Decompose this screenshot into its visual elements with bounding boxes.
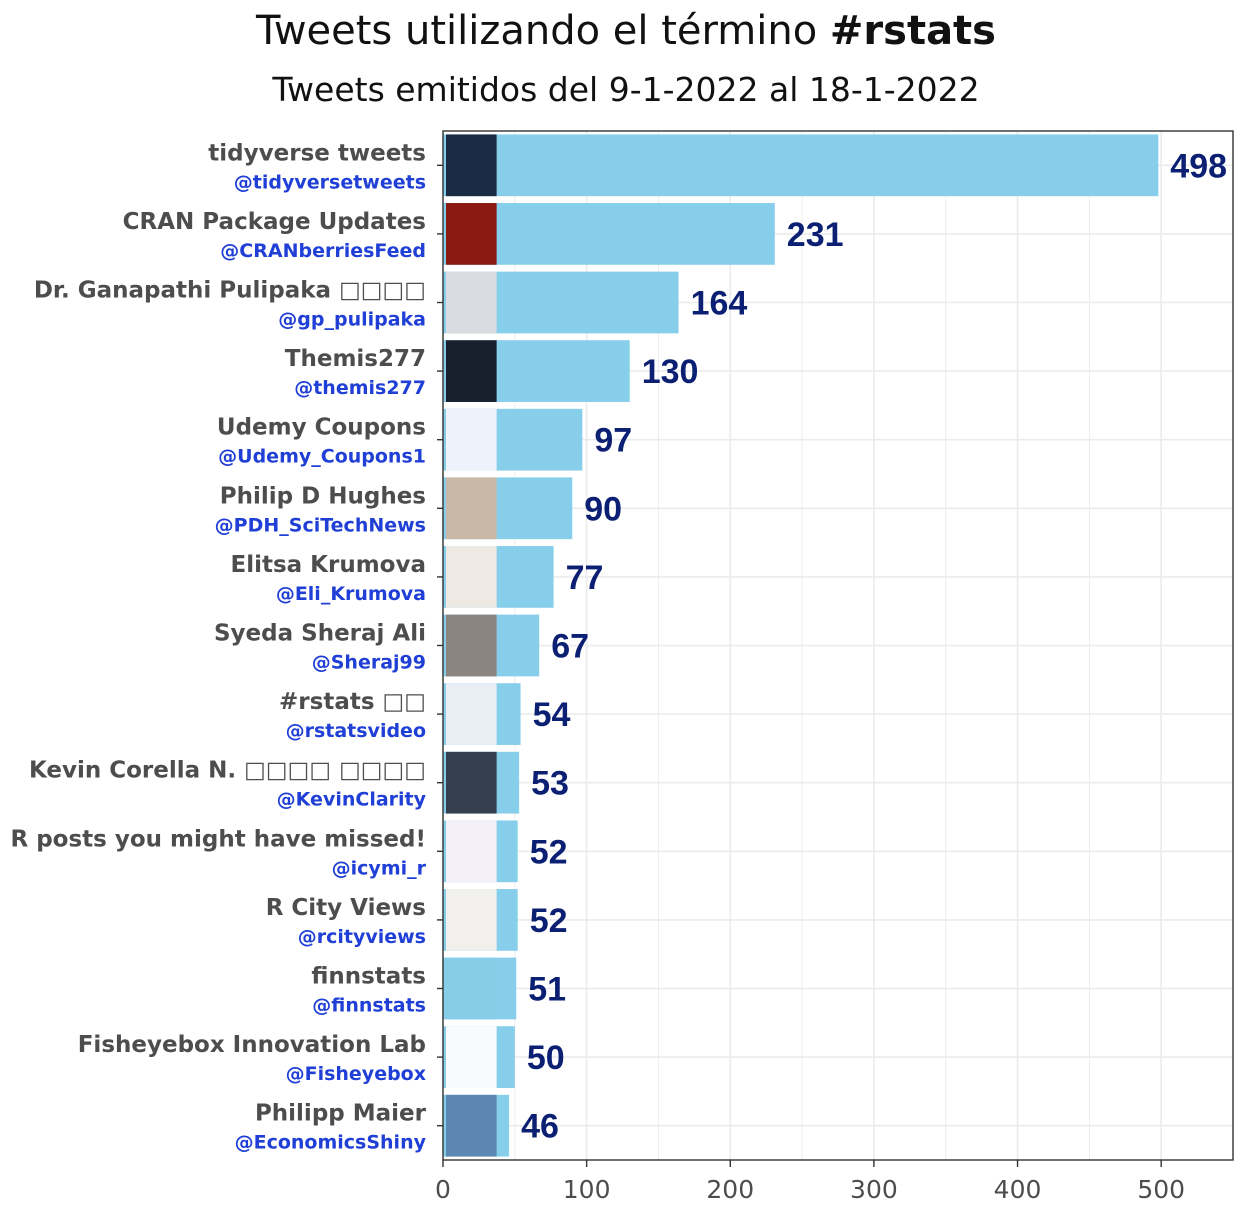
bar-value-label: 50	[527, 1039, 565, 1077]
account-handle-label: @EconomicsShiny	[235, 1132, 427, 1154]
account-handle-label: @Eli_Krumova	[276, 583, 426, 605]
bar-value-label: 231	[787, 216, 844, 254]
account-handle-label: @KevinClarity	[277, 789, 427, 811]
x-axis-tick-label: 200	[706, 1175, 754, 1204]
account-handle-label: @Udemy_Coupons1	[218, 446, 426, 468]
bar-value-label: 498	[1170, 147, 1227, 185]
x-axis-tick-label: 500	[1137, 1175, 1185, 1204]
free-courses-online-logo-icon	[446, 408, 497, 471]
finnstats-logo-icon	[446, 957, 497, 1020]
bar	[443, 203, 775, 265]
account-handle-label: @CRANberriesFeed	[220, 240, 426, 262]
account-handle-label: @Fisheyebox	[286, 1063, 426, 1085]
account-handle-label: @tidyversetweets	[234, 171, 426, 193]
account-name-label: R posts you might have missed!	[10, 826, 426, 852]
tidyverse-hex-logo-icon	[446, 134, 497, 197]
bar-value-label: 51	[528, 971, 566, 1009]
bar-value-label: 77	[566, 559, 604, 597]
y-axis-labels: tidyverse tweets @tidyversetweets CRAN Pac…	[10, 140, 443, 1154]
account-name-label: Kevin Corella N. □□□□ □□□□	[29, 758, 426, 784]
account-name-label: Fisheyebox Innovation Lab	[78, 1032, 426, 1058]
chart-title: Tweets utilizando el término #rstats	[256, 8, 996, 54]
fisheyebox-logo-icon	[446, 1026, 497, 1088]
account-name-label: Dr. Ganapathi Pulipaka □□□□	[34, 278, 426, 304]
chart-subtitle: Tweets emitidos del 9-1-2022 al 18-1-202…	[272, 70, 980, 109]
man-portrait-photo-icon	[446, 477, 497, 540]
city-map-thumbnail-icon	[446, 889, 497, 951]
account-handle-label: @icymi_r	[332, 857, 427, 879]
bar-value-label: 53	[531, 765, 569, 803]
account-handle-label: @finnstats	[312, 995, 426, 1017]
account-name-label: #rstats □□	[279, 689, 426, 715]
value-labels: 498 231 164 130 97 90 77 67 54 53 52 52 51 50 46	[521, 147, 1227, 1145]
account-handle-label: @themis277	[294, 377, 426, 399]
ms-monogram-logo-icon	[446, 340, 497, 402]
woman-portrait-photo-icon	[446, 546, 497, 608]
account-name-label: finnstats	[311, 964, 426, 990]
account-handle-label: @Sheraj99	[312, 652, 426, 674]
account-handle-label: @PDH_SciTechNews	[215, 514, 426, 536]
account-name-label: Philipp Maier	[255, 1101, 427, 1127]
account-name-label: Syeda Sheraj Ali	[214, 621, 426, 647]
r-logo-icon	[446, 683, 497, 745]
bar-value-label: 97	[594, 422, 632, 460]
account-handle-label: @rcityviews	[298, 926, 426, 948]
bar-value-label: 52	[530, 902, 568, 940]
x-axis-tick-label: 100	[563, 1175, 611, 1204]
x-axis-tick-label: 300	[850, 1175, 898, 1204]
x-axis-tick-label: 0	[435, 1175, 451, 1204]
bar-value-label: 164	[691, 285, 748, 323]
account-name-label: CRAN Package Updates	[123, 209, 426, 235]
person-photo-icon	[446, 751, 497, 814]
bar-value-label: 52	[530, 833, 568, 871]
account-handle-label: @gp_pulipaka	[278, 309, 426, 331]
bar	[443, 134, 1159, 197]
account-name-label: Udemy Coupons	[217, 415, 426, 441]
bar-value-label: 46	[521, 1108, 559, 1146]
man-sunglasses-photo-icon	[446, 1094, 497, 1157]
account-name-label: Philip D Hughes	[220, 483, 426, 509]
man-in-suit-photo-icon	[446, 271, 497, 334]
account-name-label: R City Views	[266, 895, 426, 921]
x-axis: 0 100 200 300 400 500	[435, 1160, 1185, 1204]
plot-panel-border	[442, 130, 1234, 1161]
account-name-label: tidyverse tweets	[208, 140, 426, 166]
avatars	[446, 134, 497, 1157]
woman-street-photo-icon	[446, 614, 497, 677]
bar-value-label: 54	[533, 696, 571, 734]
x-axis-tick-label: 400	[994, 1175, 1042, 1204]
bar-value-label: 90	[584, 490, 622, 528]
red-berries-photo-icon	[446, 203, 497, 265]
account-name-label: Themis277	[285, 346, 426, 372]
r-posts-badge-icon	[446, 820, 497, 883]
bar-value-label: 67	[551, 628, 589, 666]
account-handle-label: @rstatsvideo	[286, 720, 426, 742]
account-name-label: Elitsa Krumova	[230, 552, 426, 578]
bar-value-label: 130	[642, 353, 699, 391]
